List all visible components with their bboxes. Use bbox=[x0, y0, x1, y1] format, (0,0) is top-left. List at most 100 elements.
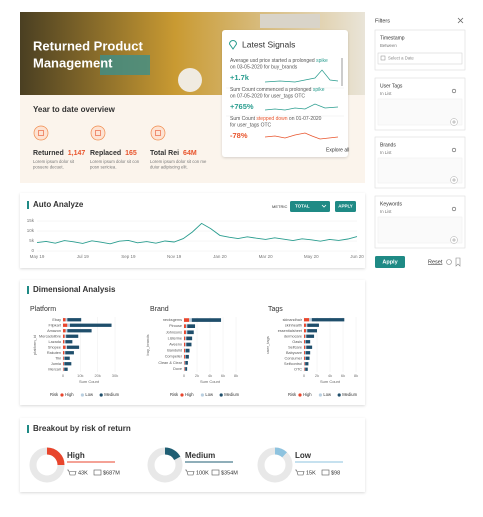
bar-segment bbox=[184, 367, 186, 371]
filters-apply[interactable] bbox=[375, 256, 405, 268]
y-tick-label: 15k bbox=[27, 218, 35, 223]
bar-segment bbox=[65, 318, 68, 322]
add-icon-plus bbox=[452, 120, 456, 124]
x-tick-label: 8k bbox=[354, 373, 358, 378]
y-tick-label: OTC bbox=[294, 367, 302, 371]
bar-segment bbox=[65, 345, 67, 349]
bar-segment bbox=[305, 351, 311, 355]
y-tick-label: Amazon bbox=[47, 329, 61, 333]
y-tick-label: Ebay bbox=[52, 318, 61, 322]
bar-segment bbox=[304, 329, 306, 333]
section-accent bbox=[27, 425, 29, 433]
bar-segment bbox=[186, 336, 193, 341]
bar-segment bbox=[63, 334, 65, 338]
x-tick-label: 6k bbox=[341, 373, 345, 378]
overview-icon-glyph bbox=[95, 130, 101, 136]
bar-segment bbox=[305, 345, 307, 349]
bar-segment bbox=[184, 348, 185, 353]
legend-label: Medium bbox=[342, 392, 357, 397]
filters-reset[interactable]: Reset bbox=[428, 259, 443, 265]
x-axis-title: Sum Count bbox=[79, 379, 100, 384]
overview-value: 165 bbox=[125, 150, 137, 157]
metric-dropdown[interactable] bbox=[290, 201, 330, 212]
signal-change: -78% bbox=[230, 131, 248, 140]
bar-segment bbox=[66, 334, 79, 338]
y-tick-label: Bandulid bbox=[167, 349, 182, 353]
overview-stat: Replaced 165 bbox=[90, 150, 137, 157]
apply-label: APPLY bbox=[338, 204, 353, 209]
bar-segment bbox=[185, 367, 188, 371]
y-tick-label: 0 bbox=[31, 248, 34, 253]
breakout-count: 15K bbox=[306, 470, 316, 476]
y-tick-label: 5k bbox=[29, 238, 35, 243]
x-tick-label: 0 bbox=[183, 373, 186, 378]
bar-segment bbox=[63, 323, 68, 327]
signals-title: Latest Signals bbox=[242, 39, 295, 49]
bar-segment bbox=[64, 351, 66, 355]
legend-label: Low bbox=[323, 392, 332, 397]
calendar-icon bbox=[380, 55, 386, 61]
y-tick-label: Listerine bbox=[168, 336, 182, 340]
signals-card bbox=[222, 30, 348, 157]
overview-desc: duiur adipiscing elit. bbox=[150, 165, 188, 170]
overview-icon bbox=[33, 125, 49, 141]
hero-decor bbox=[100, 55, 150, 75]
overview-desc: Lorem ipsum dolor sit con me bbox=[150, 159, 207, 164]
refresh-icon[interactable] bbox=[446, 259, 452, 265]
x-tick-label: 4k bbox=[328, 373, 332, 378]
bar-segment bbox=[65, 329, 68, 333]
bar-segment bbox=[64, 340, 66, 344]
breakout-amount: $687M bbox=[103, 470, 120, 476]
legend-swatch bbox=[298, 393, 302, 397]
legend-label: High bbox=[303, 392, 312, 397]
cart-icon bbox=[295, 469, 305, 476]
y-tick-label: Dove bbox=[173, 367, 182, 371]
bar-segment bbox=[304, 362, 306, 366]
y-tick-label: Jumia bbox=[51, 362, 62, 366]
bar-segment bbox=[185, 361, 188, 365]
signal-text-part: on 01-07-2020 bbox=[288, 116, 322, 122]
bookmark-icon[interactable] bbox=[455, 257, 461, 267]
metric-label: METRIC bbox=[272, 204, 287, 209]
bar-segment bbox=[63, 351, 65, 355]
filters-apply-label: Apply bbox=[382, 259, 398, 265]
overview-icon bbox=[150, 125, 166, 141]
bar-segment bbox=[184, 367, 185, 371]
date-placeholder: Select a Date bbox=[388, 56, 414, 61]
breakout-label: Medium bbox=[185, 451, 215, 460]
bar-segment bbox=[185, 324, 188, 328]
bar-segment bbox=[184, 354, 186, 359]
money-icon bbox=[321, 469, 330, 476]
x-tick-label: 4k bbox=[208, 373, 212, 378]
bar-segment bbox=[304, 334, 306, 338]
breakout-label: High bbox=[67, 451, 85, 460]
legend-label: Low bbox=[205, 392, 214, 397]
y-tick-label: Pirouse bbox=[169, 324, 182, 328]
x-tick-label: 30k bbox=[112, 373, 118, 378]
bar-segment bbox=[69, 323, 112, 327]
y-axis-title: platform_id bbox=[32, 335, 37, 355]
overview-value: 64M bbox=[183, 150, 197, 157]
close-icon[interactable] bbox=[457, 17, 464, 24]
bar-segment bbox=[185, 336, 187, 341]
bar-segment bbox=[67, 318, 82, 322]
legend-swatch bbox=[80, 393, 84, 397]
breakout-card bbox=[20, 418, 365, 492]
cart-icon bbox=[67, 469, 77, 476]
bar-segment bbox=[307, 323, 319, 327]
signal-text: on 03-05-2020 for buy_brands bbox=[230, 64, 298, 70]
hero-title: Returned Product bbox=[33, 38, 143, 53]
y-tick-label: Clean & Clear bbox=[158, 361, 182, 365]
x-tick-label: 2k bbox=[195, 373, 199, 378]
bar-segment bbox=[304, 362, 305, 366]
bar-segment bbox=[304, 367, 306, 371]
y-tick-label: Babycare bbox=[286, 351, 302, 355]
bar-segment bbox=[305, 334, 307, 338]
bar-segment bbox=[306, 345, 313, 349]
signal-highlight: stepped down bbox=[256, 116, 287, 122]
bar-segment bbox=[304, 318, 310, 322]
signal-highlight: spike bbox=[316, 58, 328, 64]
chart-title: Brand bbox=[150, 306, 169, 313]
apply-button[interactable] bbox=[335, 201, 356, 212]
explore-link[interactable]: Explore all bbox=[326, 147, 349, 153]
